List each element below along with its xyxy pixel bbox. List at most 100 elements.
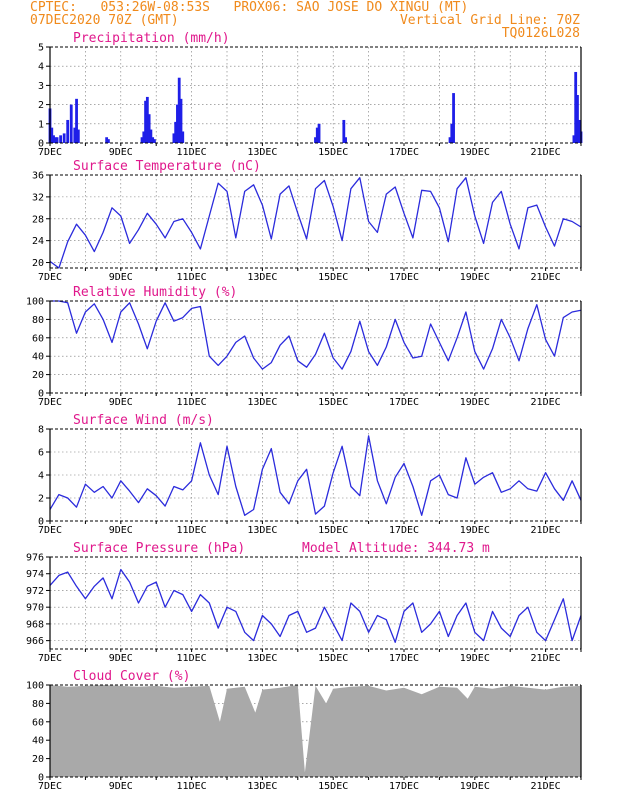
temp-ytick-label: 36 <box>32 171 44 182</box>
precip-xtick-label: 7DEC <box>38 147 62 158</box>
wind-xtick-label: 17DEC <box>389 525 419 536</box>
pressure-annotation: Model Altitude: 344.73 m <box>302 541 490 556</box>
precip-bar <box>450 123 454 143</box>
temp-ytick-label: 20 <box>32 258 44 269</box>
temp-xtick-label: 11DEC <box>177 272 207 283</box>
wind-series-line <box>49 435 582 516</box>
pressure-ytick-label: 976 <box>26 553 44 564</box>
pressure-panel: 966 968 970 972 974 976 7DEC 9DEC 11DEC 13DEC 15DE… <box>26 541 582 664</box>
rh-xtick-label: 13DEC <box>247 397 277 408</box>
pressure-series-line <box>49 568 582 643</box>
cloud-ytick-label: 100 <box>26 681 44 692</box>
cloud-area <box>50 685 581 777</box>
header-model-code: TQ0126L028 <box>501 26 580 41</box>
precip-bar <box>452 93 455 143</box>
temp-ytick-label: 32 <box>32 192 44 203</box>
temp-xtick-label: 13DEC <box>247 272 277 283</box>
temp-panel: 20 24 28 32 36 7DEC 9DEC 11DEC 13DEC 15DEC 17DEC 19… <box>32 159 582 283</box>
precip-bar <box>73 127 77 143</box>
rh-xtick-label: 19DEC <box>460 397 490 408</box>
precip-bar <box>315 127 319 143</box>
temp-xtick-label: 7DEC <box>38 272 62 283</box>
wind-ytick-label: 4 <box>38 471 44 482</box>
precip-bar <box>577 119 581 143</box>
precip-xtick-label: 9DEC <box>109 147 133 158</box>
precip-ytick-label: 4 <box>38 62 44 73</box>
wind-xtick-label: 15DEC <box>318 525 348 536</box>
wind-ytick-label: 6 <box>38 448 44 459</box>
cloud-ytick-label: 20 <box>32 754 44 765</box>
precip-title: Precipitation (mm/h) <box>73 31 230 46</box>
rh-ytick-label: 20 <box>32 370 44 381</box>
precip-xtick-label: 15DEC <box>318 147 348 158</box>
precip-bar <box>144 100 147 143</box>
cloud-xtick-label: 17DEC <box>389 781 419 792</box>
precip-ytick-label: 1 <box>38 119 44 130</box>
precip-ytick-label: 5 <box>38 43 44 54</box>
wind-xtick-label: 7DEC <box>38 525 62 536</box>
temp-xtick-label: 19DEC <box>460 272 490 283</box>
precip-bar <box>448 137 452 143</box>
precip-bar <box>66 119 70 143</box>
precip-bar <box>151 137 155 143</box>
cloud-xtick-label: 15DEC <box>318 781 348 792</box>
precip-bar <box>344 137 347 143</box>
temp-xtick-label: 17DEC <box>389 272 419 283</box>
pressure-xtick-label: 13DEC <box>247 653 277 664</box>
temp-ytick-label: 28 <box>32 214 44 225</box>
rh-ytick-label: 40 <box>32 352 44 363</box>
cloud-ytick-label: 0 <box>38 773 44 784</box>
precip-bar <box>314 137 317 143</box>
pressure-xtick-label: 9DEC <box>109 653 133 664</box>
wind-ytick-label: 8 <box>38 425 44 436</box>
wind-xtick-label: 13DEC <box>247 525 277 536</box>
temp-xtick-label: 15DEC <box>318 272 348 283</box>
rh-ytick-label: 0 <box>38 389 44 400</box>
rh-xtick-label: 7DEC <box>38 397 62 408</box>
temp-xtick-label: 9DEC <box>109 272 133 283</box>
precip-bar <box>574 71 578 143</box>
temp-series-line <box>49 177 582 269</box>
wind-ytick-label: 2 <box>38 494 44 505</box>
pressure-xtick-label: 11DEC <box>177 653 207 664</box>
pressure-title: Surface Pressure (hPa) <box>73 541 245 556</box>
temp-ytick-label: 24 <box>32 236 44 247</box>
cloud-xtick-label: 9DEC <box>109 781 133 792</box>
pressure-xtick-label: 19DEC <box>460 653 490 664</box>
header-station-line: CPTEC: 053:26W-08:53S PROX06: SAO JOSE D… <box>30 0 469 15</box>
precip-bar <box>149 129 153 143</box>
precip-bar <box>76 129 80 143</box>
precip-bar <box>52 135 55 143</box>
cloud-ytick-label: 40 <box>32 736 44 747</box>
precip-bar <box>181 131 185 143</box>
wind-xtick-label: 11DEC <box>177 525 207 536</box>
wind-title: Surface Wind (m/s) <box>73 413 214 428</box>
precip-bar <box>576 95 579 143</box>
precip-bar <box>62 133 66 143</box>
wind-xtick-label: 21DEC <box>531 525 561 536</box>
pressure-ytick-label: 974 <box>26 569 44 580</box>
precip-bar <box>55 137 59 143</box>
precip-bar <box>53 137 57 143</box>
cloud-title: Cloud Cover (%) <box>73 669 190 684</box>
precip-bar <box>105 137 109 143</box>
header-date-line: 07DEC2020 70Z (GMT) <box>30 13 179 28</box>
pressure-ytick-label: 972 <box>26 586 44 597</box>
rh-ytick-label: 100 <box>26 297 44 308</box>
precip-xtick-label: 17DEC <box>389 147 419 158</box>
wind-xtick-label: 19DEC <box>460 525 490 536</box>
wind-panel: 0 2 4 6 8 7DEC 9DEC 11DEC 13DEC 15DEC 17DEC 19DEC 21… <box>38 413 582 536</box>
precip-bar <box>59 135 63 143</box>
rh-xtick-label: 15DEC <box>318 397 348 408</box>
precip-bar <box>176 104 179 143</box>
pressure-xtick-label: 15DEC <box>318 653 348 664</box>
temp-xtick-label: 21DEC <box>531 272 561 283</box>
precip-bar <box>179 98 183 143</box>
precip-bar <box>107 139 110 143</box>
cloud-xtick-label: 13DEC <box>247 781 277 792</box>
precip-bar <box>172 133 176 143</box>
precip-bar <box>147 114 151 143</box>
pressure-ytick-label: 968 <box>26 619 44 630</box>
rh-panel: 0 20 40 60 80 100 7DEC 9DEC 11DEC 13DEC 15DEC 17DEC… <box>26 285 582 408</box>
wind-xtick-label: 9DEC <box>109 525 133 536</box>
